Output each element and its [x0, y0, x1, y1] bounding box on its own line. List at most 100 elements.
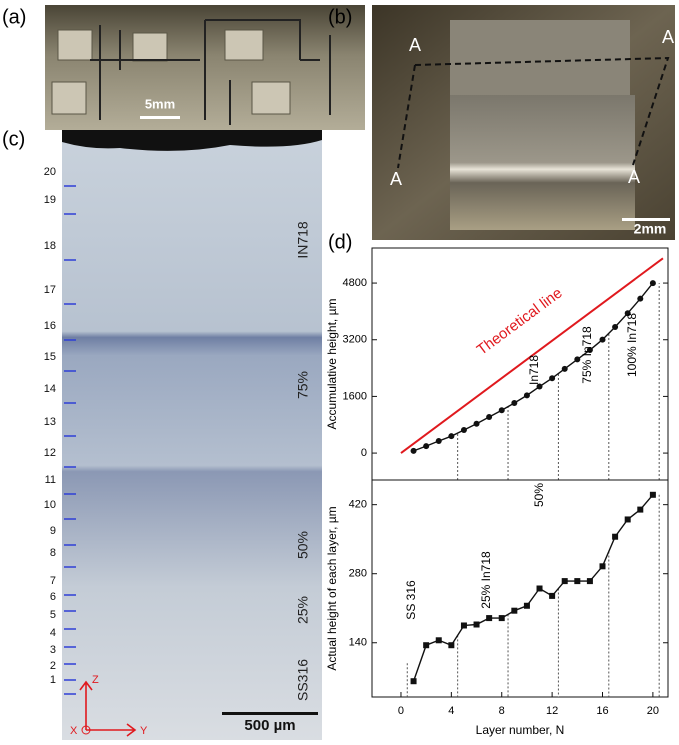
- scale-bar: [140, 116, 180, 119]
- point: [460, 622, 467, 629]
- y-tick-label: 420: [349, 499, 367, 511]
- point: [599, 336, 606, 343]
- point: [549, 592, 556, 599]
- point: [410, 678, 417, 685]
- point: [523, 602, 530, 609]
- scale-bar-label: 2mm: [634, 221, 667, 237]
- marker-lines: [90, 19, 331, 125]
- layer-number: 3: [50, 644, 56, 656]
- top-edge: [62, 130, 322, 151]
- scale-bar-label: 5mm: [145, 96, 175, 111]
- point: [511, 607, 518, 614]
- layer-number: 1: [50, 674, 56, 686]
- y-tick-label: 1600: [343, 390, 367, 402]
- point: [561, 365, 568, 372]
- layer-number: 5: [50, 609, 56, 621]
- point: [599, 563, 606, 570]
- x-tick-label: 20: [647, 705, 659, 717]
- layer-number: 8: [50, 547, 56, 559]
- point: [498, 407, 505, 414]
- photo-c: [62, 130, 322, 740]
- y-tick-label: 140: [349, 637, 367, 649]
- layer-number: 11: [45, 474, 56, 486]
- x-tick-label: 12: [546, 705, 558, 717]
- block-front: [450, 95, 635, 230]
- point: [448, 642, 455, 649]
- layer-number: 17: [44, 284, 56, 296]
- layer-number: 20: [44, 166, 56, 178]
- point: [649, 280, 656, 287]
- layer-number: 15: [44, 351, 56, 363]
- point: [423, 642, 430, 649]
- point: [549, 375, 556, 382]
- layer-number: 12: [44, 447, 56, 459]
- point: [649, 491, 656, 498]
- point: [435, 437, 442, 444]
- layer-number: 16: [44, 320, 56, 332]
- point: [498, 615, 505, 622]
- section-line: [397, 56, 670, 169]
- region-label: In718: [527, 355, 541, 385]
- point: [486, 615, 493, 622]
- layer-number: 19: [44, 194, 56, 206]
- section-label: A: [409, 35, 421, 55]
- point: [586, 347, 593, 354]
- layer-number: 4: [50, 627, 56, 639]
- point: [536, 383, 543, 390]
- plot-frame: [371, 479, 669, 698]
- axis-letter: X: [70, 725, 78, 737]
- scale-bar: [222, 712, 318, 715]
- point: [574, 578, 581, 585]
- x-tick-label: 8: [499, 705, 505, 717]
- panel-label: (a): [2, 6, 26, 28]
- region-label: SS 316: [404, 580, 418, 620]
- section-label: A: [390, 169, 402, 189]
- layer-number: 6: [50, 591, 56, 603]
- point: [473, 621, 480, 628]
- point: [435, 637, 442, 644]
- point: [523, 392, 530, 399]
- point: [473, 420, 480, 427]
- y-tick-label: 4800: [343, 277, 367, 289]
- section-label: A: [628, 167, 640, 187]
- x-tick-label: 4: [448, 705, 454, 717]
- point: [511, 399, 518, 406]
- axis-letter: Y: [140, 725, 148, 737]
- point: [612, 533, 619, 540]
- layer-number: 7: [50, 575, 56, 587]
- region-label: 75% In718: [580, 326, 594, 384]
- layer-number: 10: [44, 499, 56, 511]
- region-label: 25% In718: [479, 551, 493, 609]
- point: [561, 578, 568, 585]
- region-label: SS316: [295, 659, 311, 701]
- panel-label: (b): [328, 6, 352, 28]
- layer-number: 2: [50, 660, 56, 672]
- y-tick-label: 280: [349, 568, 367, 580]
- point: [624, 516, 631, 523]
- point: [586, 578, 593, 585]
- axis-letter: Z: [92, 674, 99, 686]
- layer-number: 9: [50, 525, 56, 537]
- point: [486, 413, 493, 420]
- x-tick-label: 16: [596, 705, 608, 717]
- region-label: 50%: [295, 531, 311, 559]
- panel-label: (c): [2, 128, 25, 150]
- scale-bar: [622, 218, 670, 221]
- axis-origin: [81, 725, 91, 735]
- block-top: [450, 20, 630, 95]
- point: [624, 310, 631, 317]
- point: [574, 356, 581, 363]
- series-line: [412, 494, 654, 682]
- region-label: 75%: [295, 371, 311, 399]
- point: [637, 506, 644, 513]
- y-tick-label: 3200: [343, 334, 367, 346]
- y-axis-label: Actual height of each layer, µm: [325, 506, 339, 670]
- point: [612, 324, 619, 331]
- point: [448, 433, 455, 440]
- section-label: A: [662, 27, 674, 47]
- point: [423, 443, 430, 450]
- y-axis-label: Accumulative height, µm: [325, 299, 339, 430]
- region-label: 25%: [295, 596, 311, 624]
- point: [410, 447, 417, 454]
